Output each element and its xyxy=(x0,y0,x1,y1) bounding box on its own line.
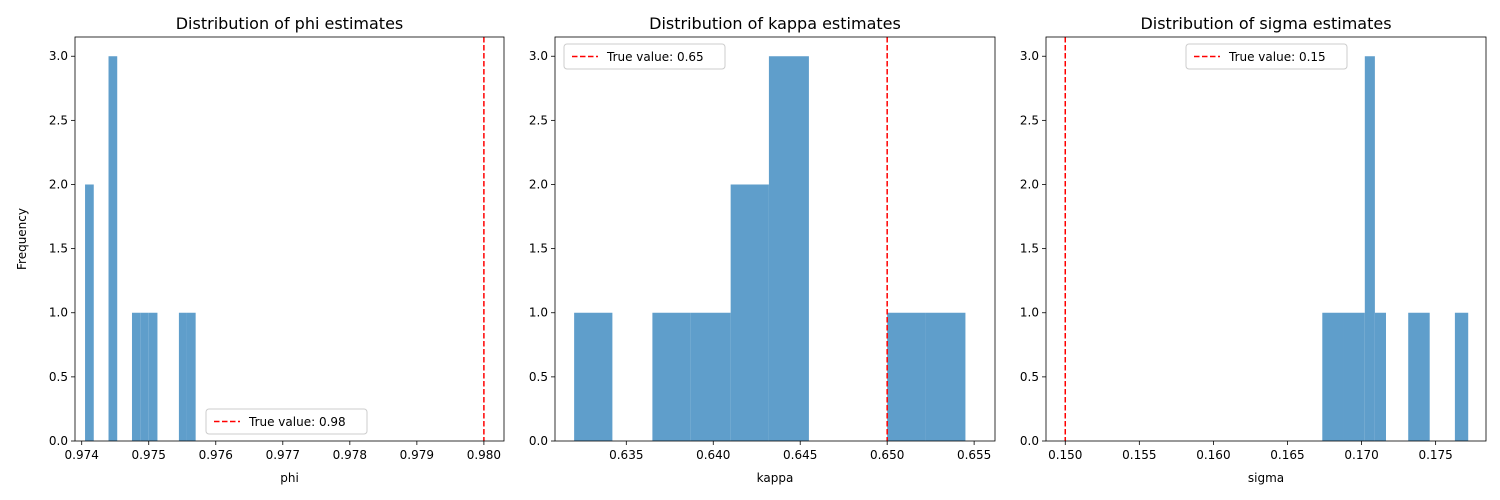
y-tick-label: 0.5 xyxy=(529,370,548,384)
x-tick-label: 0.155 xyxy=(1122,448,1156,462)
y-tick-label: 2.5 xyxy=(529,113,548,127)
axes-frame xyxy=(74,36,505,442)
legend-label: True value: 0.65 xyxy=(606,50,704,64)
histogram-bar xyxy=(85,184,94,442)
y-tick-label: 2.0 xyxy=(1020,177,1039,191)
axes-frame xyxy=(1045,36,1487,442)
legend-box xyxy=(205,408,368,435)
y-tick-label: 1.0 xyxy=(529,306,548,320)
chart-title: Distribution of sigma estimates xyxy=(1140,14,1391,33)
histogram-bar xyxy=(925,312,966,441)
histogram-bar xyxy=(108,56,118,442)
y-tick-label: 1.0 xyxy=(49,306,68,320)
histogram-bar xyxy=(140,312,149,441)
y-tick-label: 1.0 xyxy=(1020,306,1039,320)
y-tick-label: 2.5 xyxy=(49,113,68,127)
legend: True value: 0.15 xyxy=(1185,43,1348,70)
y-tick-label: 1.5 xyxy=(1020,242,1039,256)
x-tick-label: 0.974 xyxy=(65,448,99,462)
x-tick-label: 0.160 xyxy=(1196,448,1230,462)
histogram-bar xyxy=(1408,312,1430,441)
x-tick-label: 0.635 xyxy=(609,448,643,462)
y-tick-label: 0.0 xyxy=(529,434,548,448)
x-tick-label: 0.976 xyxy=(199,448,233,462)
legend-box xyxy=(563,43,726,70)
x-axis-label: sigma xyxy=(1248,471,1284,485)
y-tick-label: 1.5 xyxy=(529,242,548,256)
histogram-bar xyxy=(768,56,809,442)
x-tick-label: 0.640 xyxy=(696,448,730,462)
histogram-bar xyxy=(131,312,141,441)
subplot-phi: 0.0 0.5 1.0 1.5 2.0 2.5 3.0 0.974 0.975 0.976 0.97… xyxy=(15,14,505,485)
x-tick-label: 0.645 xyxy=(783,448,817,462)
legend-label: True value: 0.98 xyxy=(248,415,346,429)
legend: True value: 0.65 xyxy=(563,43,726,70)
x-tick-label: 0.980 xyxy=(467,448,501,462)
histogram-bar xyxy=(690,312,731,441)
histogram-bar xyxy=(1322,312,1344,441)
histogram-bar xyxy=(1374,312,1386,441)
histogram-bar xyxy=(1343,312,1365,441)
histogram-bar xyxy=(574,312,613,441)
histogram-bar xyxy=(730,184,769,442)
y-tick-label: 3.0 xyxy=(1020,49,1039,63)
x-tick-label: 0.170 xyxy=(1344,448,1378,462)
y-tick-label: 2.5 xyxy=(1020,113,1039,127)
histogram-bar xyxy=(887,312,926,441)
histogram-bar xyxy=(148,312,158,441)
x-tick-label: 0.175 xyxy=(1418,448,1452,462)
y-axis-label: Frequency xyxy=(15,208,29,270)
x-tick-label: 0.978 xyxy=(333,448,367,462)
x-tick-label: 0.650 xyxy=(870,448,904,462)
subplot-sigma: 0.0 0.5 1.0 1.5 2.0 2.5 3.0 0.150 0.155 0.160 0.16… xyxy=(1020,14,1487,485)
axes-frame xyxy=(554,36,996,442)
x-tick-label: 0.979 xyxy=(400,448,434,462)
chart-title: Distribution of phi estimates xyxy=(176,14,404,33)
y-tick-label: 0.5 xyxy=(1020,370,1039,384)
y-tick-label: 3.0 xyxy=(529,49,548,63)
y-tick-label: 0.5 xyxy=(49,370,68,384)
histogram-bar xyxy=(1364,56,1375,442)
legend-box xyxy=(1185,43,1348,70)
x-tick-label: 0.977 xyxy=(266,448,300,462)
y-tick-label: 0.0 xyxy=(1020,434,1039,448)
x-tick-label: 0.975 xyxy=(132,448,166,462)
x-axis-label: phi xyxy=(280,471,299,485)
legend-label: True value: 0.15 xyxy=(1228,50,1326,64)
chart-title: Distribution of kappa estimates xyxy=(649,14,901,33)
legend: True value: 0.98 xyxy=(205,408,368,435)
x-tick-label: 0.165 xyxy=(1270,448,1304,462)
histogram-bar xyxy=(186,312,196,441)
y-tick-label: 1.5 xyxy=(49,242,68,256)
x-tick-label: 0.655 xyxy=(957,448,991,462)
y-tick-label: 2.0 xyxy=(49,177,68,191)
x-tick-label: 0.150 xyxy=(1048,448,1082,462)
histogram-bar xyxy=(1454,312,1469,441)
subplot-kappa: 0.0 0.5 1.0 1.5 2.0 2.5 3.0 0.635 0.640 0.645 0.65… xyxy=(529,14,996,485)
y-tick-label: 3.0 xyxy=(49,49,68,63)
histogram-bar xyxy=(652,312,691,441)
x-axis-label: kappa xyxy=(757,471,794,485)
histogram-bar xyxy=(178,312,187,441)
y-tick-label: 0.0 xyxy=(49,434,68,448)
y-tick-label: 2.0 xyxy=(529,177,548,191)
